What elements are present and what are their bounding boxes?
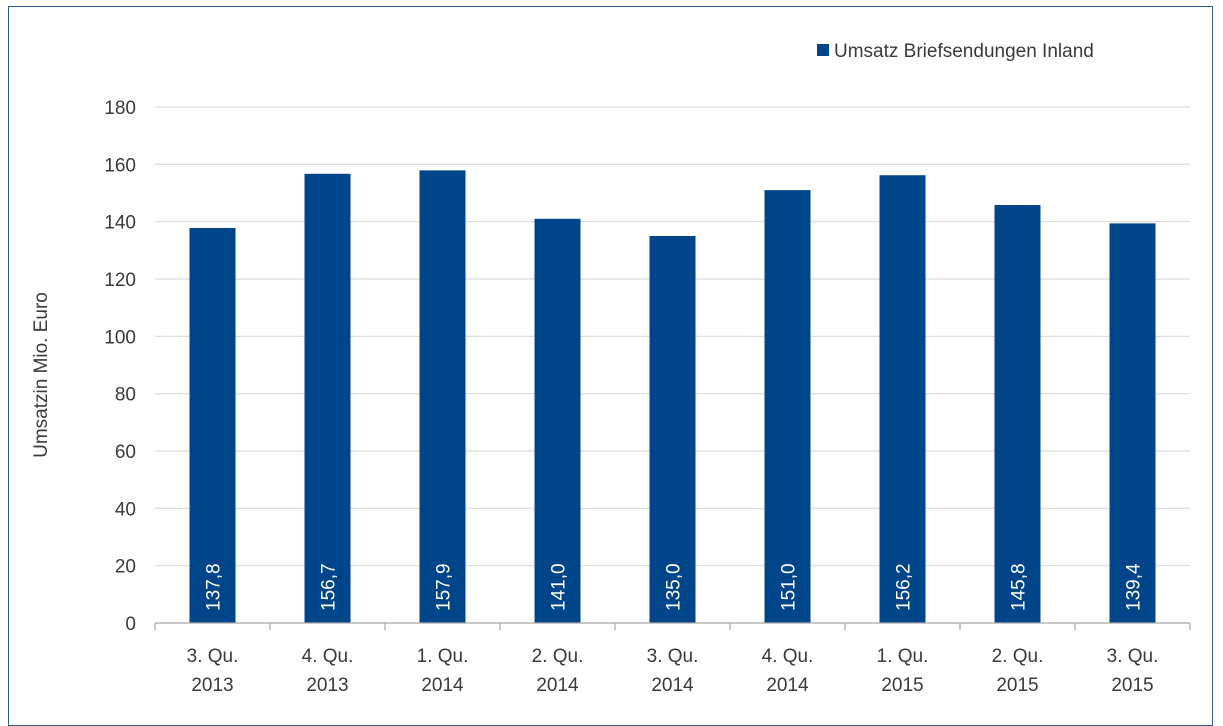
- bar: [649, 236, 696, 623]
- x-tick-label: 2014: [651, 675, 694, 696]
- value-label: 145,8: [1009, 563, 1030, 611]
- x-tick-label: 4. Qu.: [762, 646, 814, 667]
- y-tick-label: 160: [104, 155, 136, 176]
- x-tick-label: 2. Qu.: [992, 646, 1044, 667]
- bar: [534, 218, 581, 624]
- axes: 0 20 40 60 80 100 120 140 160 180 3. Qu. 2013 4. Qu.…: [104, 98, 1191, 696]
- x-tick-label: 3. Qu.: [647, 646, 699, 667]
- y-tick-label: 40: [115, 499, 136, 520]
- legend-label: Umsatz Briefsendungen Inland: [834, 41, 1094, 62]
- y-tick-label: 180: [104, 98, 136, 119]
- bar-chart: 137,8 156,7 157,9 141,0 135,0 151,0 156,2 145,8…: [31, 41, 1191, 696]
- y-axis-title: Umsatzin Mio. Euro: [31, 292, 52, 458]
- x-tick-label: 1. Qu.: [417, 646, 469, 667]
- value-label: 157,9: [434, 563, 455, 611]
- value-label: 141,0: [549, 563, 570, 611]
- y-tick-label: 140: [104, 213, 136, 234]
- y-tick-label: 120: [104, 270, 136, 291]
- legend: Umsatz Briefsendungen Inland: [817, 41, 1094, 62]
- x-tick-label: 2015: [996, 675, 1038, 696]
- x-tick-label: 2014: [766, 675, 809, 696]
- y-tick-label: 80: [115, 385, 136, 406]
- x-tick-label: 3. Qu.: [1107, 646, 1159, 667]
- x-tick-label: 2013: [306, 675, 348, 696]
- bar: [879, 175, 926, 623]
- bar: [1109, 223, 1156, 624]
- bar: [994, 205, 1041, 624]
- x-tick-label: 2015: [881, 675, 923, 696]
- bars: 137,8 156,7 157,9 141,0 135,0 151,0 156,2 145,8…: [189, 170, 1156, 624]
- legend-swatch: [817, 44, 829, 56]
- y-tick-label: 100: [104, 327, 136, 348]
- y-tick-label: 20: [115, 557, 136, 578]
- value-label: 139,4: [1124, 563, 1145, 611]
- bar: [764, 190, 811, 623]
- value-label: 151,0: [779, 563, 800, 611]
- value-label: 137,8: [204, 563, 225, 611]
- value-label: 156,2: [894, 563, 915, 611]
- x-tick-label: 2013: [191, 675, 233, 696]
- x-tick-label: 2015: [1111, 675, 1153, 696]
- x-tick-label: 2014: [421, 675, 464, 696]
- x-tick-label: 2014: [536, 675, 579, 696]
- x-tick-label: 4. Qu.: [302, 646, 354, 667]
- y-tick-label: 0: [125, 614, 136, 635]
- bar: [419, 170, 466, 623]
- x-tick-label: 1. Qu.: [877, 646, 929, 667]
- value-label: 156,7: [319, 563, 340, 611]
- y-tick-label: 60: [115, 442, 136, 463]
- x-tick-label: 2. Qu.: [532, 646, 584, 667]
- bar: [304, 173, 351, 623]
- value-label: 135,0: [664, 563, 685, 611]
- bar: [189, 227, 236, 623]
- x-tick-label: 3. Qu.: [187, 646, 239, 667]
